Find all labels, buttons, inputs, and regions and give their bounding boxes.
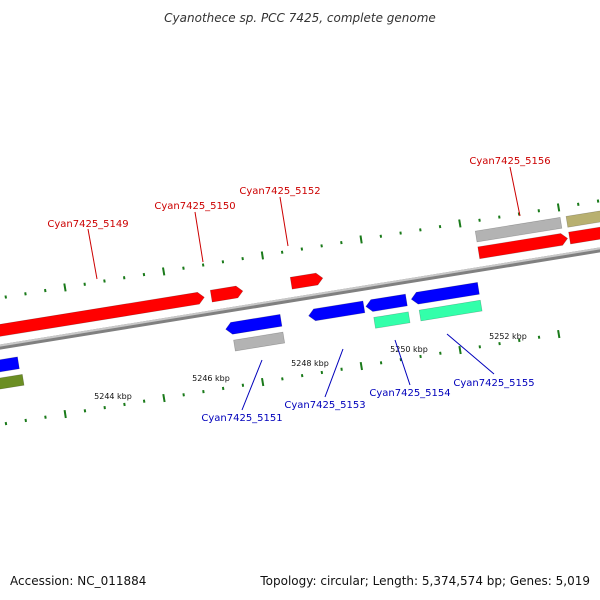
gene-label-cyan7425-5151[interactable]: Cyan7425_5151: [201, 413, 282, 424]
minor-tick: [439, 351, 442, 355]
leader-line: [279, 196, 289, 247]
minor-tick: [399, 358, 403, 362]
gene-label-cyan7425-5153[interactable]: Cyan7425_5153: [284, 400, 365, 411]
scale-label: 5246 kbp: [192, 374, 230, 383]
leader-line: [87, 228, 98, 280]
leader-line: [241, 359, 263, 411]
leader-line: [394, 339, 411, 386]
gene-cyan7425-5151-arrow[interactable]: [225, 314, 283, 335]
forward-gene-labels: Cyan7425_5149 Cyan7425_5150 Cyan7425_515…: [47, 156, 551, 280]
major-tick: [557, 329, 561, 339]
feature-cyan7425-5154-green[interactable]: [373, 311, 411, 329]
gene-cyan7425-5156-arrow[interactable]: [477, 233, 569, 260]
minor-tick: [281, 377, 284, 381]
major-tick: [260, 251, 264, 260]
feature-olive-reverse[interactable]: [0, 374, 25, 395]
major-tick: [458, 345, 462, 355]
minor-tick: [596, 199, 600, 203]
gene-cyan7425-5154a-arrow[interactable]: [365, 293, 408, 312]
major-tick: [556, 203, 561, 212]
leader-line: [194, 211, 204, 263]
gene-cyan7425-5153-arrow[interactable]: [308, 300, 366, 322]
gene-label-cyan7425-5155[interactable]: Cyan7425_5155: [453, 378, 534, 389]
leader-line: [324, 348, 344, 398]
minor-tick: [379, 234, 383, 238]
minor-tick: [498, 342, 501, 346]
minor-tick: [123, 402, 126, 407]
forward-strand-features: [0, 205, 600, 339]
major-tick: [63, 283, 67, 292]
leader-line: [509, 166, 521, 217]
gene-cyan7425-5155-arrow[interactable]: [410, 282, 480, 305]
minor-tick: [340, 241, 343, 245]
major-tick: [359, 235, 363, 244]
gene-cyan7425-5150-arrow[interactable]: [209, 285, 244, 303]
minor-tick: [241, 257, 244, 261]
genome-summary-text: Topology: circular; Length: 5,374,574 bp…: [259, 574, 590, 588]
major-tick: [162, 393, 166, 403]
minor-tick: [142, 399, 146, 403]
gene-cyan7425-5152-arrow[interactable]: [289, 272, 324, 290]
minor-tick: [182, 393, 185, 397]
feature-grey-forward[interactable]: [474, 217, 563, 243]
minor-tick: [83, 409, 87, 413]
minor-tick: [4, 421, 8, 426]
minor-tick: [438, 225, 442, 229]
feature-cyan7425-5155-green[interactable]: [418, 299, 483, 322]
gene-cyan7425-5149-arrow[interactable]: [0, 291, 205, 339]
gene-label-cyan7425-5156[interactable]: Cyan7425_5156: [469, 156, 550, 167]
minor-tick: [221, 386, 225, 391]
minor-tick: [182, 266, 185, 270]
minor-tick: [201, 263, 205, 267]
scale-label: 5250 kbp: [390, 345, 428, 354]
minor-tick: [103, 279, 106, 283]
scale-labels: 5244 kbp 5246 kbp 5248 kbp 5250 kbp 5252…: [94, 332, 527, 401]
genome-backbone: [0, 240, 600, 357]
minor-tick: [518, 338, 521, 343]
reverse-gene-labels: Cyan7425_5151 Cyan7425_5153 Cyan7425_515…: [201, 333, 535, 424]
accession-text: Accession: NC_011884: [10, 574, 146, 588]
scale-label: 5252 kbp: [489, 332, 527, 341]
minor-tick: [44, 415, 47, 419]
leader-line: [446, 333, 495, 375]
minor-tick: [44, 288, 47, 293]
gene-label-cyan7425-5149[interactable]: Cyan7425_5149: [47, 219, 128, 230]
minor-tick: [4, 295, 7, 299]
gene-label-cyan7425-5154[interactable]: Cyan7425_5154: [369, 388, 450, 399]
major-tick: [261, 377, 265, 387]
major-tick: [458, 219, 462, 228]
scale-label: 5244 kbp: [94, 392, 132, 401]
major-tick: [359, 361, 363, 371]
minor-tick: [24, 418, 27, 423]
minor-tick: [280, 250, 284, 254]
major-tick: [63, 409, 67, 419]
scale-label: 5248 kbp: [291, 359, 329, 368]
tick-marks: [4, 199, 600, 426]
minor-tick: [577, 202, 580, 206]
gene-cyan7425-5157-arrow[interactable]: [568, 221, 600, 245]
feature-grey-reverse[interactable]: [233, 331, 286, 352]
reverse-strand-features: [0, 282, 483, 395]
feature-olive-forward[interactable]: [565, 205, 600, 228]
gene-left-edge-arrow[interactable]: [0, 356, 20, 378]
minor-tick: [537, 335, 541, 339]
minor-tick: [320, 244, 323, 248]
minor-tick: [24, 292, 27, 296]
minor-tick: [419, 228, 422, 232]
gene-label-cyan7425-5150[interactable]: Cyan7425_5150: [154, 201, 235, 212]
minor-tick: [300, 374, 304, 378]
gene-label-cyan7425-5152[interactable]: Cyan7425_5152: [239, 186, 320, 197]
minor-tick: [419, 354, 422, 359]
minor-tick: [300, 247, 304, 251]
major-tick: [162, 267, 166, 276]
map-title: Cyanothece sp. PCC 7425, complete genome: [164, 11, 436, 25]
minor-tick: [142, 272, 146, 277]
minor-tick: [320, 370, 324, 375]
minor-tick: [478, 218, 481, 222]
